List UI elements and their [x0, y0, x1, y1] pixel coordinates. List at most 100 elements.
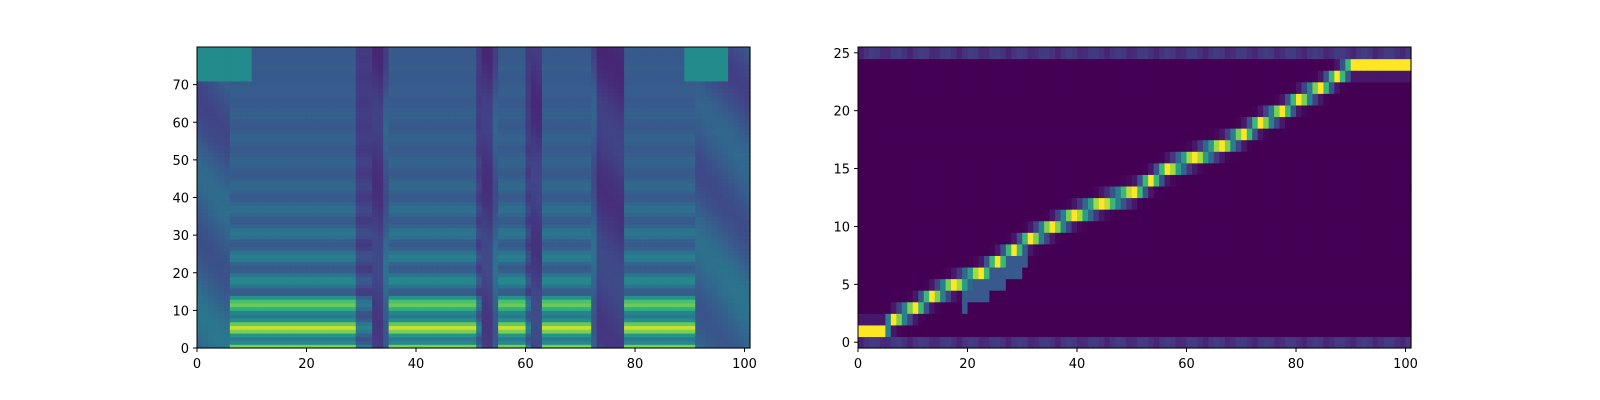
- spectrogram-cell: [251, 114, 258, 120]
- spectrogram-cell: [246, 201, 253, 206]
- spectrogram-cell: [339, 212, 346, 217]
- spectrogram-cell: [322, 276, 330, 281]
- spectrogram-cell: [437, 80, 444, 86]
- spectrogram-cell: [273, 114, 280, 120]
- spectrogram-cell: [295, 317, 302, 323]
- spectrogram-cell: [459, 340, 466, 345]
- spectrogram-cell: [470, 253, 477, 259]
- spectrogram-cell: [410, 325, 417, 330]
- spectrogram-cell: [317, 122, 324, 127]
- spectrogram-cell: [317, 276, 324, 281]
- spectrogram-cell: [509, 242, 516, 248]
- spectrogram-cell: [416, 344, 423, 349]
- spectrogram-cell: [492, 253, 499, 259]
- spectrogram-cell: [377, 197, 384, 202]
- spectrogram-cell: [509, 107, 516, 112]
- spectrogram-cell: [235, 47, 242, 52]
- spectrogram-cell: [333, 107, 340, 112]
- spectrogram-cell: [306, 231, 313, 236]
- spectrogram-cell: [207, 148, 215, 153]
- spectrogram-cell: [355, 54, 362, 59]
- spectrogram-cell: [240, 137, 247, 142]
- spectrogram-cell: [481, 174, 488, 180]
- spectrogram-cell: [399, 246, 406, 251]
- spectrogram-cell: [197, 118, 204, 123]
- spectrogram-cell: [498, 276, 505, 281]
- spectrogram-cell: [279, 201, 286, 206]
- spectrogram-cell: [301, 314, 308, 319]
- spectrogram-cell: [197, 80, 204, 86]
- spectrogram-cell: [426, 163, 434, 168]
- spectrogram-cell: [498, 321, 505, 327]
- spectrogram-cell: [328, 287, 335, 293]
- spectrogram-cell: [197, 276, 204, 281]
- spectrogram-cell: [279, 253, 286, 259]
- spectrogram-cell: [394, 344, 401, 349]
- spectrogram-cell: [339, 73, 346, 78]
- spectrogram-cell: [344, 174, 351, 180]
- spectrogram-cell: [530, 276, 538, 281]
- spectrogram-cell: [377, 340, 384, 345]
- spectrogram-cell: [279, 291, 286, 296]
- spectrogram-cell: [240, 141, 247, 146]
- spectrogram-cell: [262, 223, 269, 229]
- spectrogram-cell: [322, 129, 330, 135]
- spectrogram-cell: [487, 54, 494, 59]
- spectrogram-cell: [240, 310, 247, 315]
- spectrogram-cell: [432, 223, 439, 229]
- spectrogram-cell: [361, 317, 368, 323]
- spectrogram-cell: [235, 201, 242, 206]
- spectrogram-cell: [421, 231, 428, 236]
- spectrogram-cell: [459, 118, 466, 123]
- spectrogram-cell: [503, 73, 510, 78]
- spectrogram-cell: [448, 223, 455, 229]
- spectrogram-cell: [246, 261, 253, 266]
- spectrogram-cell: [290, 65, 297, 71]
- spectrogram-cell: [350, 287, 357, 293]
- spectrogram-cell: [520, 171, 527, 176]
- spectrogram-cell: [295, 47, 302, 52]
- spectrogram-cell: [246, 129, 253, 135]
- spectrogram-cell: [333, 302, 340, 308]
- spectrogram-cell: [448, 54, 455, 59]
- spectrogram-cell: [492, 171, 499, 176]
- spectrogram-cell: [328, 189, 335, 195]
- spectrogram-cell: [301, 231, 308, 236]
- spectrogram-cell: [279, 73, 286, 78]
- spectrogram-cell: [492, 88, 499, 93]
- spectrogram-cell: [437, 174, 444, 180]
- spectrogram-cell: [306, 163, 313, 168]
- spectrogram-cell: [366, 171, 373, 176]
- spectrogram-cell: [503, 118, 510, 123]
- spectrogram-cell: [350, 332, 357, 338]
- spectrogram-cell: [383, 73, 390, 78]
- spectrogram-cell: [372, 186, 379, 191]
- spectrogram-cell: [273, 299, 280, 304]
- spectrogram-cell: [361, 189, 368, 195]
- spectrogram-cell: [322, 58, 330, 63]
- spectrogram-cell: [399, 291, 406, 296]
- spectrogram-cell: [262, 193, 269, 199]
- spectrogram-cell: [437, 340, 444, 345]
- spectrogram-cell: [448, 291, 455, 296]
- spectrogram-cell: [459, 220, 466, 225]
- spectrogram-cell: [399, 287, 406, 293]
- spectrogram-cell: [377, 317, 384, 323]
- spectrogram-cell: [465, 231, 472, 236]
- spectrogram-cell: [273, 317, 280, 323]
- spectrogram-cell: [514, 253, 521, 259]
- spectrogram-cell: [421, 171, 428, 176]
- spectrogram-cell: [437, 163, 444, 168]
- spectrogram-cell: [470, 287, 477, 293]
- spectrogram-cell: [448, 159, 455, 165]
- spectrogram-cell: [383, 208, 390, 214]
- spectrogram-cell: [344, 178, 351, 184]
- spectrogram-cell: [388, 302, 395, 308]
- spectrogram-cell: [207, 65, 215, 71]
- spectrogram-cell: [514, 95, 521, 101]
- spectrogram-cell: [306, 295, 313, 300]
- spectrogram-cell: [503, 99, 510, 105]
- spectrogram-cell: [366, 103, 373, 108]
- spectrogram-cell: [224, 242, 231, 248]
- spectrogram-cell: [361, 186, 368, 191]
